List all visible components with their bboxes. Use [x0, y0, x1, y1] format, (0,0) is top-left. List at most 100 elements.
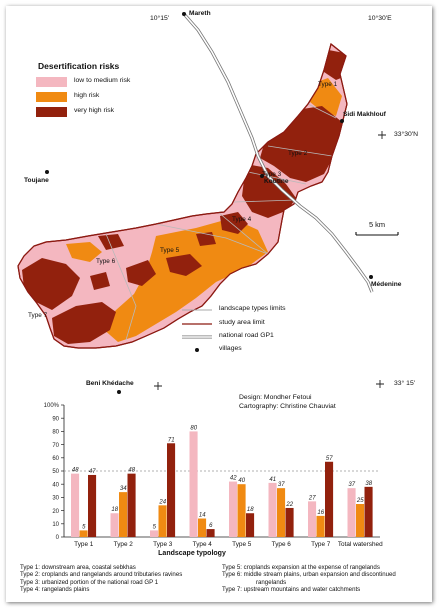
legend-label-low: low to medium risk	[74, 77, 131, 84]
credits: Design: Mondher Fetoui Cartography: Chri…	[239, 393, 336, 411]
very-high-risk-zone	[126, 260, 156, 286]
y-tick-label: 50	[52, 469, 59, 475]
y-tick-label: 40	[52, 482, 59, 488]
x-axis-title: Landscape typology	[158, 550, 226, 557]
y-tick-label: 10	[52, 522, 59, 528]
bar-0	[110, 513, 119, 537]
bar-value-label: 18	[247, 507, 254, 513]
bar-value-label: 22	[285, 502, 293, 508]
study-area-limit	[17, 42, 348, 349]
village-toujane-dot	[45, 170, 49, 174]
x-tick-label: Type 5	[232, 541, 252, 548]
bar-1	[356, 504, 365, 537]
x-tick-label: Type 7	[311, 541, 331, 548]
captions-right: Type 5: croplands expansion at the expen…	[222, 564, 396, 594]
bar-value-label: 34	[120, 486, 127, 492]
bar-0	[150, 530, 159, 537]
legend-swatch-low	[36, 77, 67, 87]
bar-2	[88, 474, 97, 537]
y-tick-label: 0	[56, 535, 60, 541]
bar-1	[316, 515, 325, 537]
y-tick-label: 70	[52, 443, 59, 449]
bar-value-label: 24	[158, 499, 166, 505]
bar-value-label: 16	[317, 510, 324, 516]
map-label-type-5: Type 5	[160, 247, 180, 254]
map-label-type-4: Type 4	[232, 216, 252, 223]
very-high-risk-zone	[22, 258, 80, 310]
map-label-type-6: Type 6	[96, 258, 116, 265]
bar-2	[127, 473, 136, 537]
x-tick-label: Type 4	[193, 541, 213, 548]
bar-2	[325, 461, 334, 537]
national-road-gp1	[182, 12, 374, 293]
x-tick-label: Type 3	[153, 541, 173, 548]
very-high-risk-zone	[98, 234, 124, 250]
very-high-risk-zone	[166, 254, 202, 276]
legend-landscape-limits: landscape types limits	[219, 305, 286, 312]
bar-2	[167, 443, 176, 537]
legend-swatch-high	[36, 92, 67, 102]
bar-value-label: 37	[348, 482, 355, 488]
x-tick-label: Type 6	[272, 541, 292, 548]
bar-value-label: 47	[89, 469, 96, 475]
bar-value-label: 14	[199, 513, 206, 519]
scale-label: 5 km	[369, 220, 386, 229]
bar-0	[347, 488, 356, 537]
village-mareth-dot	[182, 12, 186, 16]
bar-value-label: 40	[238, 478, 245, 484]
caption-type-2: Type 2: croplands and rangelands around …	[20, 571, 183, 579]
coord-33-15: 33° 15'	[394, 380, 416, 387]
coord-10-30e: 10°30'E	[368, 15, 392, 22]
risk-bar-chart: 100% 90 80 70 60 50 40 30 20 10 0 48 5 47 Type 1 18 34 48…	[44, 403, 383, 557]
village-sidi-makhlouf-dot	[340, 119, 344, 123]
village-medenine-dot	[369, 275, 373, 279]
village-symbol	[195, 348, 199, 352]
bar-value-label: 57	[326, 456, 333, 462]
town-mareth: Mareth	[189, 10, 211, 17]
caption-type-1: Type 1: downstream area, coastal sebkhas	[20, 564, 136, 571]
x-tick-label: Total watershed	[338, 541, 383, 548]
bar-value-label: 80	[190, 425, 197, 431]
legend-title: Desertification risks	[38, 61, 120, 71]
caption-type-3: Type 3: urbanized portion of the nationa…	[20, 578, 159, 586]
bar-value-label: 5	[153, 524, 157, 530]
bar-value-label: 37	[278, 482, 285, 488]
y-tick-label: 60	[52, 456, 59, 462]
caption-type-6: Type 6: middle stream plains, urban expa…	[222, 571, 396, 579]
bar-1	[237, 484, 246, 537]
map-label-type-3: Type 3	[262, 171, 282, 178]
bar-1	[158, 505, 167, 537]
bar-2	[364, 486, 373, 537]
bar-1	[277, 488, 286, 537]
x-tick-label: Type 2	[114, 541, 134, 548]
bar-value-label: 48	[128, 468, 135, 474]
very-high-risk-zone	[52, 302, 116, 344]
coord-33-30n: 33°30'N	[394, 131, 419, 138]
bar-0	[71, 473, 80, 537]
town-koutine: Koutine	[264, 178, 289, 185]
y-tick-label: 90	[52, 416, 59, 422]
town-beni-khedache: Beni Khédache	[86, 380, 134, 387]
bar-2	[246, 513, 255, 537]
bar-value-label: 41	[269, 477, 276, 483]
caption-type-4: Type 4: rangelands plains	[20, 586, 90, 594]
scale-bar	[355, 232, 399, 236]
bar-1	[79, 530, 88, 537]
bar-value-label: 42	[230, 476, 237, 482]
legend-study-area-limit: study area limit	[219, 319, 265, 326]
map-label-type-7: Type 7	[28, 312, 48, 319]
bar-value-label: 5	[82, 524, 86, 530]
credit-cartography: Cartography: Christine Chauviat	[239, 403, 336, 410]
bar-0	[189, 431, 198, 537]
map-label-type-2: Type 2	[288, 150, 308, 157]
legend-villages: villages	[219, 345, 242, 352]
y-tick-label: 20	[52, 509, 59, 515]
y-tick-label: 100%	[44, 403, 60, 409]
y-tick-label: 30	[52, 496, 59, 502]
very-high-risk-zone	[90, 272, 110, 290]
bar-value-label: 27	[308, 495, 316, 501]
town-medenine: Médenine	[371, 281, 402, 288]
landscape-type-limits	[105, 103, 337, 341]
figure-frame: 100% 90 80 70 60 50 40 30 20 10 0 48 5 47 Type 1 18 34 48…	[6, 6, 432, 602]
very-high-risk-zone	[220, 212, 248, 234]
